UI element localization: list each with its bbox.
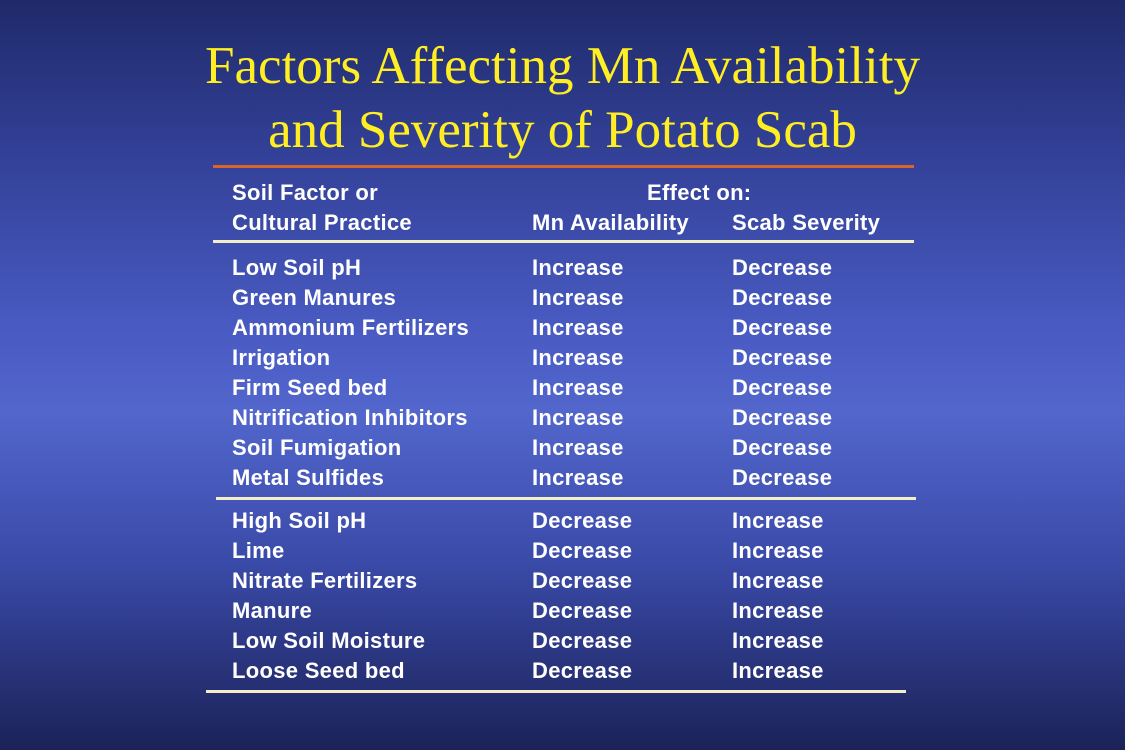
- row-mn-effect: Decrease: [532, 628, 633, 653]
- row-scab-effect: Decrease: [732, 315, 833, 340]
- slide-title: Factors Affecting Mn Availability and Se…: [0, 34, 1125, 162]
- row-factor: Metal Sulfides: [232, 465, 385, 490]
- row-mn-effect: Increase: [532, 405, 624, 430]
- row-scab-effect: Decrease: [732, 285, 833, 310]
- table-bottom-rule: [206, 690, 906, 693]
- row-mn-effect: Decrease: [532, 538, 633, 563]
- row-mn-effect: Decrease: [532, 598, 633, 623]
- row-scab-effect: Increase: [732, 538, 824, 563]
- row-mn-effect: Increase: [532, 315, 624, 340]
- row-mn-effect: Increase: [532, 465, 624, 490]
- group-divider: [216, 497, 916, 500]
- row-factor: High Soil pH: [232, 508, 367, 533]
- row-mn-effect: Increase: [532, 375, 624, 400]
- row-mn-effect: Decrease: [532, 658, 633, 683]
- row-factor: Irrigation: [232, 345, 331, 370]
- header-effect-on: Effect on:: [647, 180, 752, 205]
- row-scab-effect: Decrease: [732, 345, 833, 370]
- row-scab-effect: Increase: [732, 628, 824, 653]
- row-scab-effect: Decrease: [732, 255, 833, 280]
- header-factor-line-1: Soil Factor or: [232, 180, 378, 205]
- row-scab-effect: Decrease: [732, 405, 833, 430]
- row-factor: Firm Seed bed: [232, 375, 388, 400]
- row-factor: Green Manures: [232, 285, 397, 310]
- row-scab-effect: Increase: [732, 598, 824, 623]
- row-scab-effect: Increase: [732, 508, 824, 533]
- row-mn-effect: Decrease: [532, 508, 633, 533]
- row-scab-effect: Increase: [732, 568, 824, 593]
- header-mn-availability: Mn Availability: [532, 210, 689, 235]
- row-factor: Soil Fumigation: [232, 435, 402, 460]
- header-factor-line-2: Cultural Practice: [232, 210, 412, 235]
- row-mn-effect: Increase: [532, 255, 624, 280]
- row-factor: Ammonium Fertilizers: [232, 315, 470, 340]
- row-factor: Nitrification Inhibitors: [232, 405, 468, 430]
- row-factor: Loose Seed bed: [232, 658, 405, 683]
- slide-title-line-1: Factors Affecting Mn Availability: [205, 37, 920, 95]
- row-scab-effect: Increase: [732, 658, 824, 683]
- row-factor: Low Soil Moisture: [232, 628, 426, 653]
- row-factor: Manure: [232, 598, 313, 623]
- row-factor: Low Soil pH: [232, 255, 362, 280]
- slide-title-line-2: and Severity of Potato Scab: [268, 101, 857, 159]
- header-scab-severity: Scab Severity: [732, 210, 881, 235]
- row-scab-effect: Decrease: [732, 435, 833, 460]
- row-factor: Nitrate Fertilizers: [232, 568, 418, 593]
- row-scab-effect: Decrease: [732, 375, 833, 400]
- row-mn-effect: Increase: [532, 435, 624, 460]
- row-mn-effect: Decrease: [532, 568, 633, 593]
- row-mn-effect: Increase: [532, 345, 624, 370]
- row-scab-effect: Decrease: [732, 465, 833, 490]
- header-divider: [213, 240, 914, 243]
- row-factor: Lime: [232, 538, 285, 563]
- row-mn-effect: Increase: [532, 285, 624, 310]
- title-divider: [213, 165, 914, 168]
